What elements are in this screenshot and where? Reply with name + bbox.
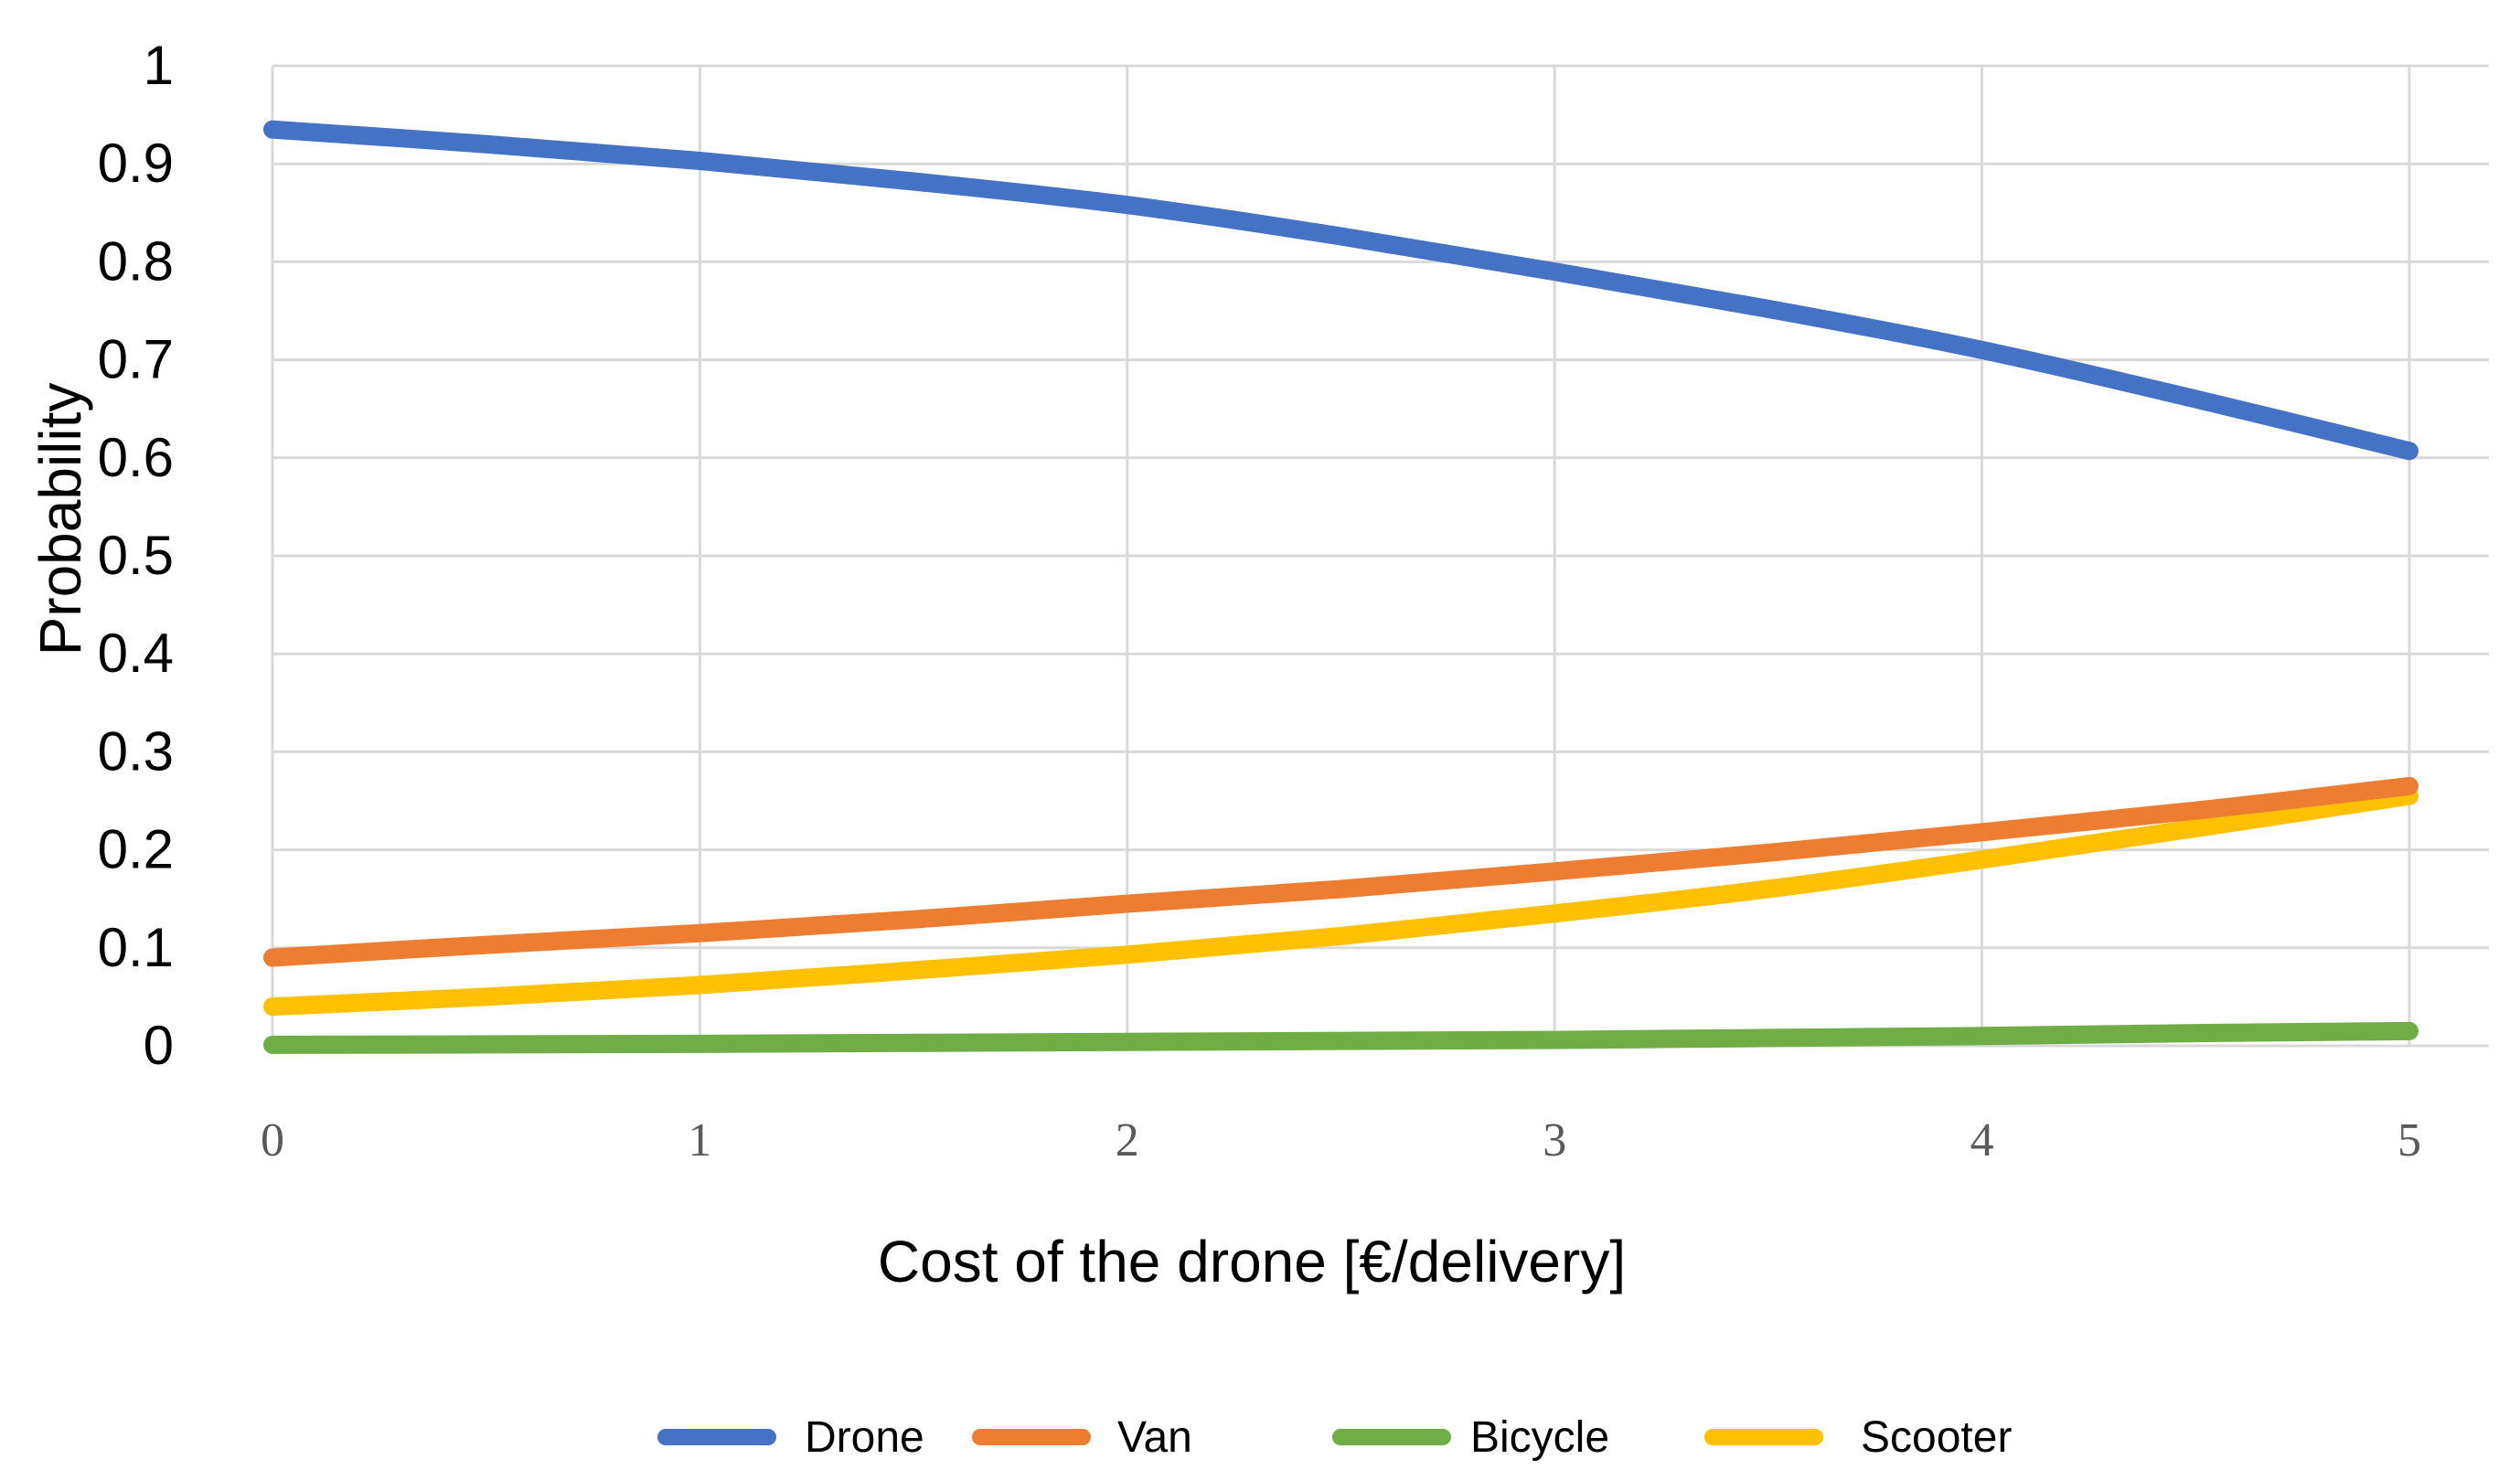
x-tick-label: 2 (1116, 1114, 1139, 1166)
y-tick-label: 0.8 (98, 230, 174, 292)
series-line-van (263, 776, 2419, 967)
legend-label: Scooter (1861, 1413, 2012, 1462)
y-tick-label: 1 (144, 35, 174, 96)
y-axis-tick-labels: 0 0.1 0.2 0.3 0.4 0.5 0.6 0.7 0.8 0.9 1 (98, 35, 174, 1076)
legend: Drone Van Bicycle Scooter (657, 1413, 2012, 1462)
y-tick-label: 0.4 (98, 623, 174, 684)
legend-label: Drone (805, 1413, 924, 1462)
legend-item-scooter: Scooter (1704, 1413, 2012, 1462)
legend-item-drone: Drone (657, 1413, 924, 1462)
legend-label: Van (1117, 1413, 1192, 1462)
y-tick-label: 0.7 (98, 329, 174, 390)
legend-label: Bicycle (1470, 1413, 1609, 1462)
series-lines (263, 120, 2419, 1054)
x-tick-label: 4 (1970, 1114, 1994, 1166)
y-tick-label: 0.2 (98, 819, 174, 880)
x-axis-title: Cost of the drone [€/delivery] (878, 1229, 1626, 1294)
x-tick-label: 0 (261, 1114, 284, 1166)
legend-item-bicycle: Bicycle (1332, 1413, 1609, 1462)
x-tick-label: 1 (688, 1114, 711, 1166)
y-tick-label: 0.5 (98, 525, 174, 586)
y-tick-label: 0.9 (98, 133, 174, 194)
x-axis-tick-labels: 0 1 2 3 4 5 (261, 1114, 2421, 1166)
series-line-scooter (263, 786, 2419, 1017)
x-tick-label: 5 (2397, 1114, 2421, 1166)
x-tick-label: 3 (1543, 1114, 1566, 1166)
y-axis-title: Probability (27, 383, 93, 656)
grid (271, 64, 2489, 1048)
legend-item-van: Van (972, 1413, 1192, 1462)
series-line-drone (263, 120, 2419, 461)
y-tick-label: 0.1 (98, 917, 174, 978)
y-tick-label: 0.3 (98, 720, 174, 782)
y-tick-label: 0 (144, 1015, 174, 1076)
y-tick-label: 0.6 (98, 427, 174, 488)
series-line-bicycle (263, 1021, 2419, 1054)
